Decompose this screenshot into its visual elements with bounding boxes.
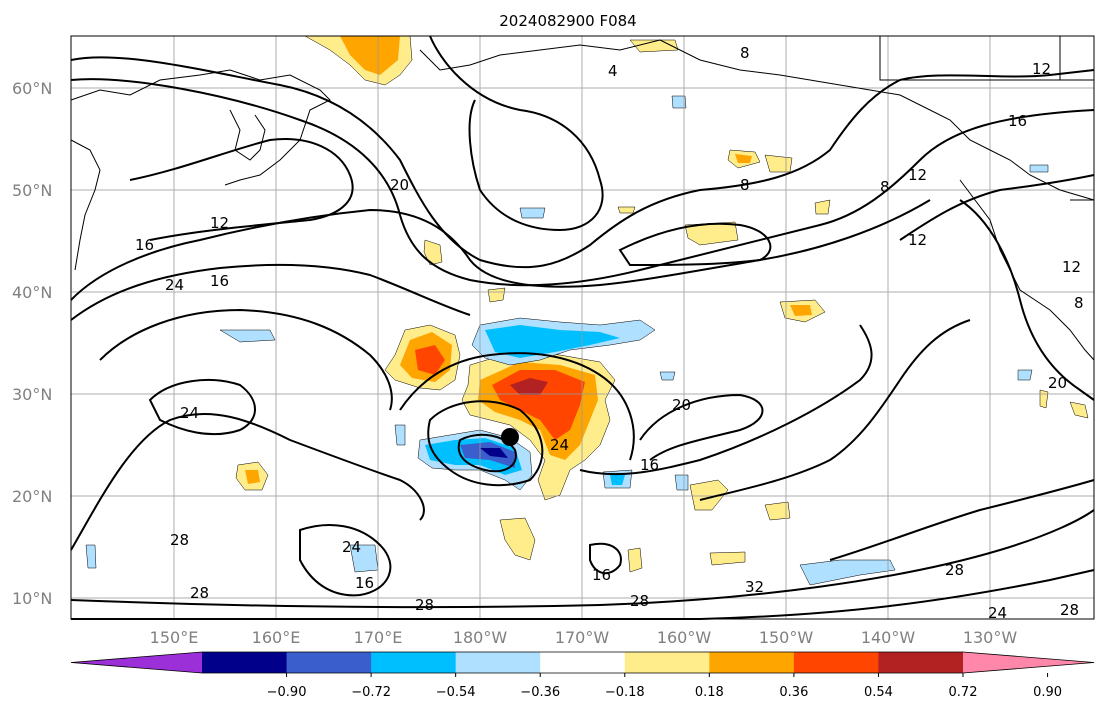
gridlines bbox=[71, 36, 1094, 619]
contour-label: 20 bbox=[390, 176, 409, 194]
colorbar-extend-high bbox=[963, 652, 1094, 673]
colorbar-segment bbox=[624, 652, 710, 673]
colorbar-tick-label: −0.54 bbox=[436, 685, 476, 700]
colorbar-tick-label: −0.18 bbox=[605, 685, 645, 700]
shading-negative bbox=[85, 95, 1049, 586]
contour-label: 12 bbox=[1032, 60, 1051, 78]
colorbar-tick-label: 0.90 bbox=[1033, 685, 1062, 700]
lon-label: 170°W bbox=[555, 628, 610, 647]
lon-label: 160°W bbox=[657, 628, 712, 647]
contour-label: 16 bbox=[592, 566, 611, 584]
colorbar: −0.90 −0.72 −0.54 −0.36 −0.18 0.18 0.36 0.54 0.7… bbox=[70, 651, 1095, 700]
longitude-labels: 150°E 160°E 170°E 180°W 170°W 160°W 150°… bbox=[150, 628, 1018, 647]
colorbar-segment bbox=[793, 652, 879, 673]
colorbar-tick-label: 0.54 bbox=[864, 685, 893, 700]
colorbar-segment bbox=[371, 652, 457, 673]
contour-label: 24 bbox=[988, 604, 1007, 622]
contour-label: 8 bbox=[740, 44, 750, 62]
storm-center-marker bbox=[501, 428, 519, 446]
lat-label: 10°N bbox=[12, 589, 52, 608]
lon-label: 170°E bbox=[354, 628, 403, 647]
contour-label: 12 bbox=[908, 231, 927, 249]
contour-label: 28 bbox=[630, 592, 649, 610]
contour-label: 28 bbox=[170, 531, 189, 549]
contour-label: 24 bbox=[180, 404, 199, 422]
map-title: 2024082900 F084 bbox=[499, 12, 636, 30]
colorbar-tick-label: 0.72 bbox=[949, 685, 978, 700]
lon-label: 140°W bbox=[861, 628, 916, 647]
contour-label: 4 bbox=[608, 62, 618, 80]
contour-label: 24 bbox=[165, 276, 184, 294]
colorbar-segment bbox=[540, 652, 626, 673]
lat-label: 40°N bbox=[12, 283, 52, 302]
shading-positive bbox=[235, 35, 1089, 573]
contour-label: 8 bbox=[740, 176, 750, 194]
lat-label: 50°N bbox=[12, 181, 52, 200]
lon-label: 160°E bbox=[252, 628, 301, 647]
coastlines bbox=[70, 36, 1095, 361]
colorbar-tick-label: 0.36 bbox=[779, 685, 808, 700]
contour-label-group: 4 8 8 8 8 12 12 12 12 12 16 16 16 16 16 … bbox=[135, 44, 1084, 622]
lon-label: 130°W bbox=[963, 628, 1018, 647]
contour-label: 12 bbox=[908, 166, 927, 184]
contour-label: 16 bbox=[355, 574, 374, 592]
latitude-labels: 60°N 50°N 40°N 30°N 20°N 10°N bbox=[12, 79, 52, 608]
contour-label: 24 bbox=[550, 436, 569, 454]
contour-label: 8 bbox=[880, 178, 890, 196]
contours bbox=[70, 35, 1095, 621]
lon-label: 180°W bbox=[453, 628, 508, 647]
colorbar-tick-label: −0.36 bbox=[520, 685, 560, 700]
contour-label: 20 bbox=[1048, 374, 1067, 392]
colorbar-segment bbox=[878, 652, 964, 673]
contour-label: 28 bbox=[1060, 601, 1079, 619]
contour-label: 16 bbox=[210, 272, 229, 290]
contour-label: 32 bbox=[745, 578, 764, 596]
contour-label: 12 bbox=[210, 214, 229, 232]
plot-area: 4 8 8 8 8 12 12 12 12 12 16 16 16 16 16 … bbox=[70, 35, 1095, 622]
contour-label: 28 bbox=[415, 596, 434, 614]
contour-label: 12 bbox=[1062, 258, 1081, 276]
contour-label: 28 bbox=[190, 584, 209, 602]
lat-label: 30°N bbox=[12, 385, 52, 404]
lon-label: 150°W bbox=[759, 628, 814, 647]
contour-label: 20 bbox=[672, 396, 691, 414]
contour-label: 16 bbox=[640, 456, 659, 474]
colorbar-segment bbox=[202, 652, 288, 673]
colorbar-extend-low bbox=[71, 652, 202, 673]
contour-label: 28 bbox=[945, 561, 964, 579]
contour-label: 16 bbox=[135, 236, 154, 254]
plot-frame bbox=[70, 35, 1095, 620]
colorbar-tick-label: 0.18 bbox=[695, 685, 724, 700]
lat-label: 20°N bbox=[12, 487, 52, 506]
colorbar-tick-label: −0.72 bbox=[351, 685, 391, 700]
lon-label: 150°E bbox=[150, 628, 199, 647]
contour-label: 24 bbox=[342, 538, 361, 556]
contour-label: 16 bbox=[1008, 112, 1027, 130]
colorbar-segment bbox=[455, 652, 541, 673]
contour-label: 8 bbox=[1074, 294, 1084, 312]
colorbar-segment bbox=[709, 652, 795, 673]
colorbar-segment bbox=[286, 652, 372, 673]
lat-label: 60°N bbox=[12, 79, 52, 98]
colorbar-tick-label: −0.90 bbox=[267, 685, 307, 700]
